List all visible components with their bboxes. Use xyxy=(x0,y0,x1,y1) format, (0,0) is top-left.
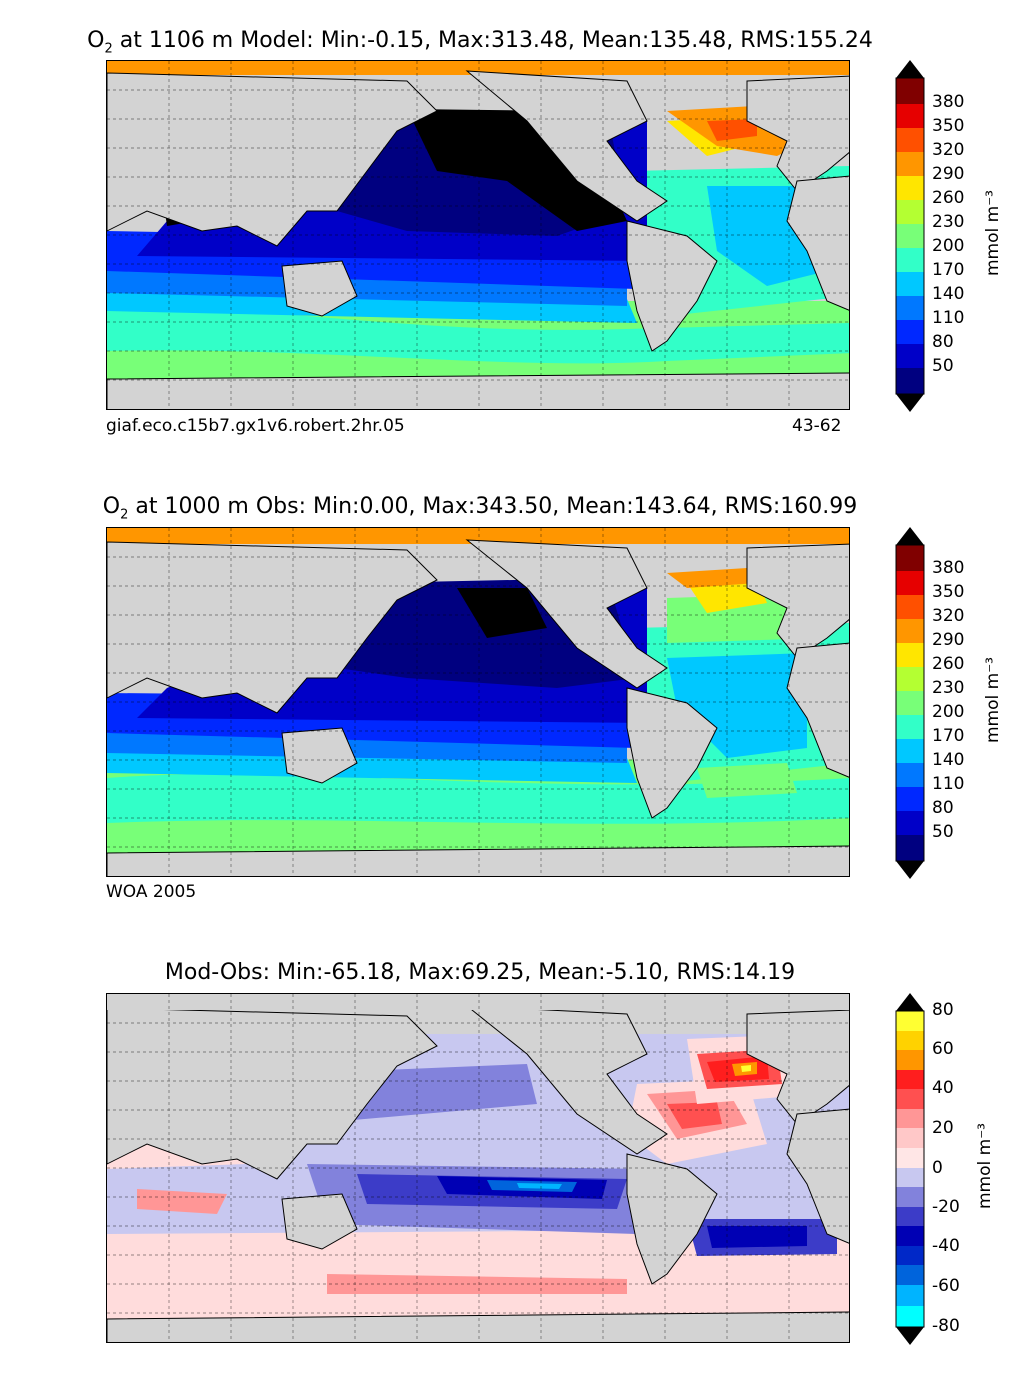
panel3-tick: 60 xyxy=(932,1039,954,1059)
panel1-map-svg xyxy=(107,61,849,409)
panel1-tick: 380 xyxy=(932,92,965,112)
panel2-tick: 80 xyxy=(932,798,954,818)
panel1-tick: 50 xyxy=(932,356,954,376)
panel2-tick: 230 xyxy=(932,678,965,698)
panel1-tick: 290 xyxy=(932,164,965,184)
panel2-map xyxy=(106,527,850,877)
panel1-tick: 200 xyxy=(932,236,965,256)
panel3-colorbar xyxy=(895,993,925,1345)
panel1-tick: 110 xyxy=(932,308,965,328)
panel3-tick: 20 xyxy=(932,1118,954,1138)
panel3-map xyxy=(106,993,850,1343)
panel3-tick: -20 xyxy=(932,1197,960,1217)
panel2-tick: 170 xyxy=(932,726,965,746)
panel1-unit-label: mmol m⁻³ xyxy=(983,190,1003,276)
panel2-tick: 260 xyxy=(932,654,965,674)
panel1-tick: 260 xyxy=(932,188,965,208)
panel2-tick: 200 xyxy=(932,702,965,722)
panel3-tick: 80 xyxy=(932,1000,954,1020)
panel2-tick: 350 xyxy=(932,582,965,602)
panel1-tick: 140 xyxy=(932,284,965,304)
panel2-title: O2 at 1000 m Obs: Min:0.00, Max:343.50, … xyxy=(102,494,858,523)
panel2-tick: 110 xyxy=(932,774,965,794)
panel1-tick: 350 xyxy=(932,116,965,136)
panel3-tick: 40 xyxy=(932,1078,954,1098)
panel2-tick: 380 xyxy=(932,558,965,578)
panel2-map-svg xyxy=(107,528,849,876)
panel1-colorbar xyxy=(895,60,925,412)
panel1-years-label: 43-62 xyxy=(792,416,842,436)
panel1-tick: 230 xyxy=(932,212,965,232)
panel1-colorbar-svg xyxy=(895,60,925,412)
panel1-case-label: giaf.eco.c15b7.gx1v6.robert.2hr.05 xyxy=(106,416,405,436)
panel2-tick: 290 xyxy=(932,630,965,650)
panel3-title: Mod-Obs: Min:-65.18, Max:69.25, Mean:-5.… xyxy=(164,960,796,985)
panel3-unit-label: mmol m⁻³ xyxy=(975,1123,995,1209)
panel2-colorbar xyxy=(895,527,925,879)
panel1-map xyxy=(106,60,850,410)
panel2-colorbar-svg xyxy=(895,527,925,879)
panel2-tick: 50 xyxy=(932,822,954,842)
panel1-tick: 320 xyxy=(932,140,965,160)
panel3-tick: 0 xyxy=(932,1158,943,1178)
panel2-unit-label: mmol m⁻³ xyxy=(983,657,1003,743)
panel2-tick: 320 xyxy=(932,606,965,626)
panel3-tick: -40 xyxy=(932,1236,960,1256)
panel3-tick: -60 xyxy=(932,1276,960,1296)
panel1-title: O2 at 1106 m Model: Min:-0.15, Max:313.4… xyxy=(87,28,873,57)
panel2-tick: 140 xyxy=(932,750,965,770)
panel1-tick: 170 xyxy=(932,260,965,280)
panel3-map-svg xyxy=(107,994,849,1342)
panel3-tick: -80 xyxy=(932,1316,960,1336)
panel2-source-label: WOA 2005 xyxy=(106,882,197,902)
panel3-colorbar-svg xyxy=(895,993,925,1345)
panel1-tick: 80 xyxy=(932,332,954,352)
